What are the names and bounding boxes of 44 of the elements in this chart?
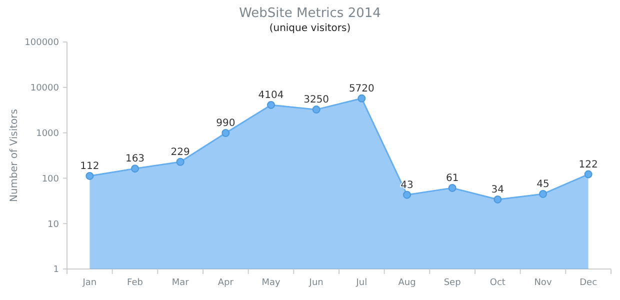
point xyxy=(358,94,366,102)
x-tick-label: Sep xyxy=(444,278,462,288)
x-tick-label: Mar xyxy=(172,278,190,288)
y-tick-label: 100000 xyxy=(24,38,60,48)
data-label: 5720 xyxy=(348,83,374,94)
y-axis-title: Number of Visitors xyxy=(9,109,20,202)
x-tick-label: Apr xyxy=(218,278,234,288)
chart-title: WebSite Metrics 2014 xyxy=(239,6,381,21)
data-label: 45 xyxy=(536,178,550,190)
point xyxy=(403,190,411,199)
point xyxy=(176,158,184,166)
data-label: 3250 xyxy=(304,94,330,106)
data-label: 163 xyxy=(125,154,145,165)
x-tick-label: May xyxy=(262,278,281,288)
x-tick-label: Dec xyxy=(580,278,598,288)
point xyxy=(222,129,230,137)
x-tick-label: Feb xyxy=(127,278,144,288)
x-tick-label: Jul xyxy=(355,278,368,288)
x-tick-label: Jan xyxy=(82,278,97,288)
y-tick-label: 1000 xyxy=(36,128,60,139)
y-tick-label: 10 xyxy=(48,220,60,230)
point xyxy=(267,100,275,109)
point xyxy=(584,170,592,178)
y-tick-label: 10000 xyxy=(30,84,60,94)
chart-subtitle: (unique visitors) xyxy=(269,23,351,34)
data-label: 229 xyxy=(170,146,190,158)
data-label: 122 xyxy=(578,159,598,170)
y-tick-label: 100 xyxy=(42,174,60,184)
point xyxy=(494,195,502,204)
point xyxy=(131,164,139,173)
point xyxy=(86,172,94,180)
data-label: 112 xyxy=(80,160,100,172)
data-label: 990 xyxy=(216,118,236,129)
x-tick-label: Aug xyxy=(398,278,416,288)
x-tick-label: Oct xyxy=(490,278,506,288)
point xyxy=(312,106,320,114)
point xyxy=(448,184,456,192)
data-label: 61 xyxy=(446,172,459,184)
y-tick-label: 1 xyxy=(53,265,59,276)
data-label: 34 xyxy=(491,184,504,196)
data-label: 4104 xyxy=(258,90,284,101)
x-tick-label: Nov xyxy=(534,278,552,288)
x-tick-label: Jun xyxy=(308,278,324,288)
point xyxy=(539,190,547,198)
